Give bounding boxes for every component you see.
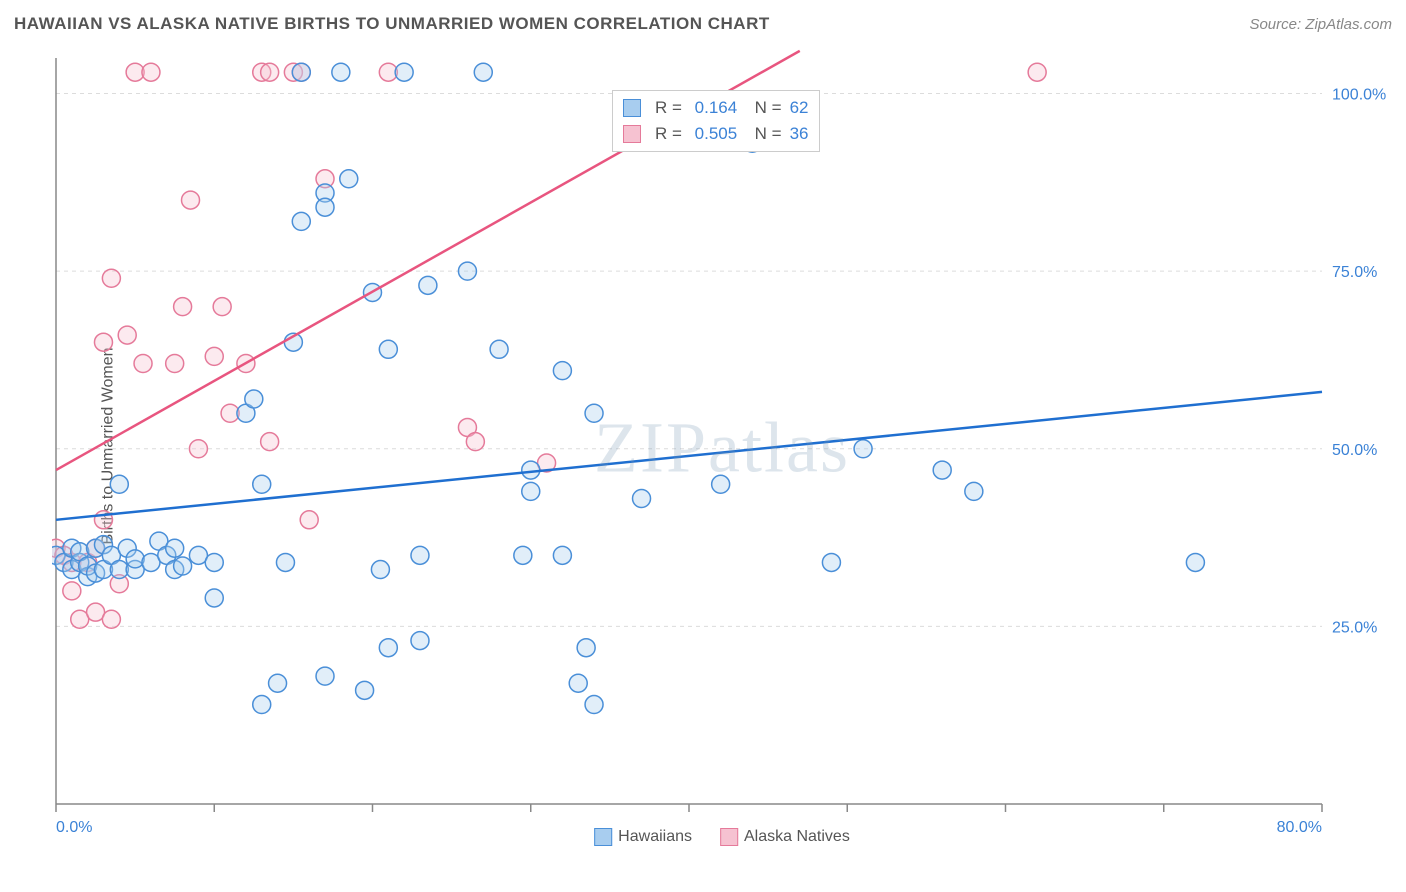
stats-r-label: R = xyxy=(655,121,687,147)
stats-r-value: 0.505 xyxy=(695,121,738,147)
legend-label: Hawaiians xyxy=(618,828,692,845)
stats-row: R = 0.164 N = 62 xyxy=(623,95,809,121)
legend-item: Alaska Natives xyxy=(720,828,850,846)
plot-container: 25.0%50.0%75.0%100.0%0.0%80.0% ZIPatlas … xyxy=(52,48,1392,848)
legend-swatch xyxy=(623,125,641,143)
stats-n-value: 36 xyxy=(790,121,809,147)
y-tick-label: 25.0% xyxy=(1332,619,1377,636)
legend-swatch xyxy=(720,828,738,846)
y-tick-label: 75.0% xyxy=(1332,264,1377,281)
chart-title: HAWAIIAN VS ALASKA NATIVE BIRTHS TO UNMA… xyxy=(14,14,770,34)
x-tick-label: 0.0% xyxy=(56,819,92,836)
stats-r-value: 0.164 xyxy=(695,95,738,121)
stats-row: R = 0.505 N = 36 xyxy=(623,121,809,147)
stats-r-label: R = xyxy=(655,95,687,121)
source-label: Source: ZipAtlas.com xyxy=(1249,16,1392,33)
legend-label: Alaska Natives xyxy=(744,828,850,845)
legend-item: Hawaiians xyxy=(594,828,692,846)
y-tick-label: 100.0% xyxy=(1332,87,1386,104)
legend-swatch xyxy=(623,99,641,117)
x-tick-label: 80.0% xyxy=(1277,819,1322,836)
stats-n-label: N = xyxy=(745,121,781,147)
stats-n-label: N = xyxy=(745,95,781,121)
y-tick-label: 50.0% xyxy=(1332,442,1377,459)
stats-box: R = 0.164 N = 62 R = 0.505 N = 36 xyxy=(612,90,820,152)
stats-n-value: 62 xyxy=(790,95,809,121)
scatter-plot: 25.0% 50.0% 75.0% 100.0% 0.0% 80.0% xyxy=(52,48,1392,848)
legend-swatch xyxy=(594,828,612,846)
legend-bottom: Hawaiians Alaska Natives xyxy=(594,828,850,846)
